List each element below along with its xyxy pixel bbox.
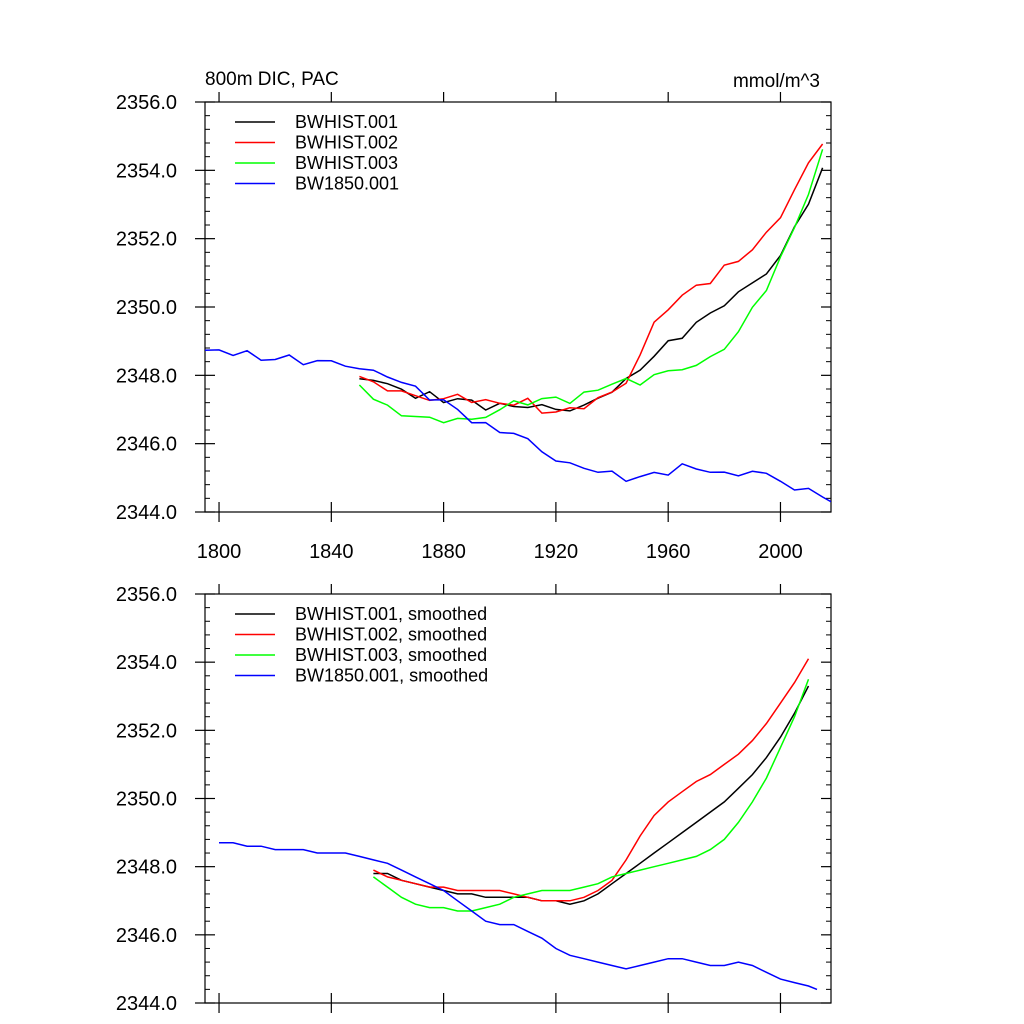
plot-title: 800m DIC, PAC [205, 69, 339, 90]
y-tick-label: 2354.0 [116, 652, 177, 674]
series-line-bwhist-001-smoothed [373, 685, 810, 905]
y-tick-label: 2350.0 [116, 789, 177, 811]
bottom-panel-smoothed: 2344.0 2346.0 2348.0 2350.0 2352.0 2354.0 2356… [116, 584, 832, 1015]
y-tick-label: 2356.0 [116, 584, 177, 606]
legend-label: BW1850.001, smoothed [295, 666, 488, 686]
series-line-bwhist-003-smoothed [372, 678, 810, 912]
x-tick-label: 1880 [421, 541, 466, 563]
series-line-bwhist-002-smoothed [373, 658, 810, 902]
legend-label: BWHIST.003, smoothed [295, 645, 487, 665]
x-tick-label: 1800 [197, 541, 242, 563]
y-tick-label: 2344.0 [116, 502, 177, 524]
legend-label: BWHIST.001 [295, 112, 398, 132]
units-label: mmol/m^3 [733, 71, 820, 92]
y-tick-label: 2348.0 [116, 365, 177, 387]
series-line-bwhist-002 [359, 143, 824, 414]
series-line-bwhist-003 [358, 149, 824, 424]
y-tick-label: 2346.0 [116, 925, 177, 947]
legend-label: BWHIST.001, smoothed [295, 604, 487, 624]
x-tick-label: 1960 [646, 541, 691, 563]
legend-label: BWHIST.002, smoothed [295, 625, 487, 645]
legend-label: BWHIST.002 [295, 133, 398, 153]
y-tick-label: 2352.0 [116, 229, 177, 251]
x-tick-label: 1920 [534, 541, 579, 563]
y-tick-label: 2352.0 [116, 720, 177, 742]
x-tick-label: 2000 [758, 541, 803, 563]
y-tick-label: 2346.0 [116, 434, 177, 456]
series-group [205, 143, 831, 503]
x-tick-label: 1840 [309, 541, 354, 563]
y-tick-label: 2356.0 [116, 92, 177, 114]
series-line-bwhist-001 [359, 167, 824, 412]
y-tick-label: 2350.0 [116, 297, 177, 319]
y-tick-label: 2354.0 [116, 160, 177, 182]
series-group [219, 658, 818, 991]
y-tick-label: 2348.0 [116, 857, 177, 879]
series-line-bw1850-001 [205, 349, 831, 503]
legend-label: BWHIST.003 [295, 153, 398, 173]
y-tick-label: 2344.0 [116, 993, 177, 1015]
top-panel-raw: 2344.0 2346.0 2348.0 2350.0 2352.0 2354.0 2356… [116, 92, 832, 563]
legend-label: BW1850.001 [295, 174, 399, 194]
series-line-bw1850-001-smoothed [219, 842, 818, 991]
